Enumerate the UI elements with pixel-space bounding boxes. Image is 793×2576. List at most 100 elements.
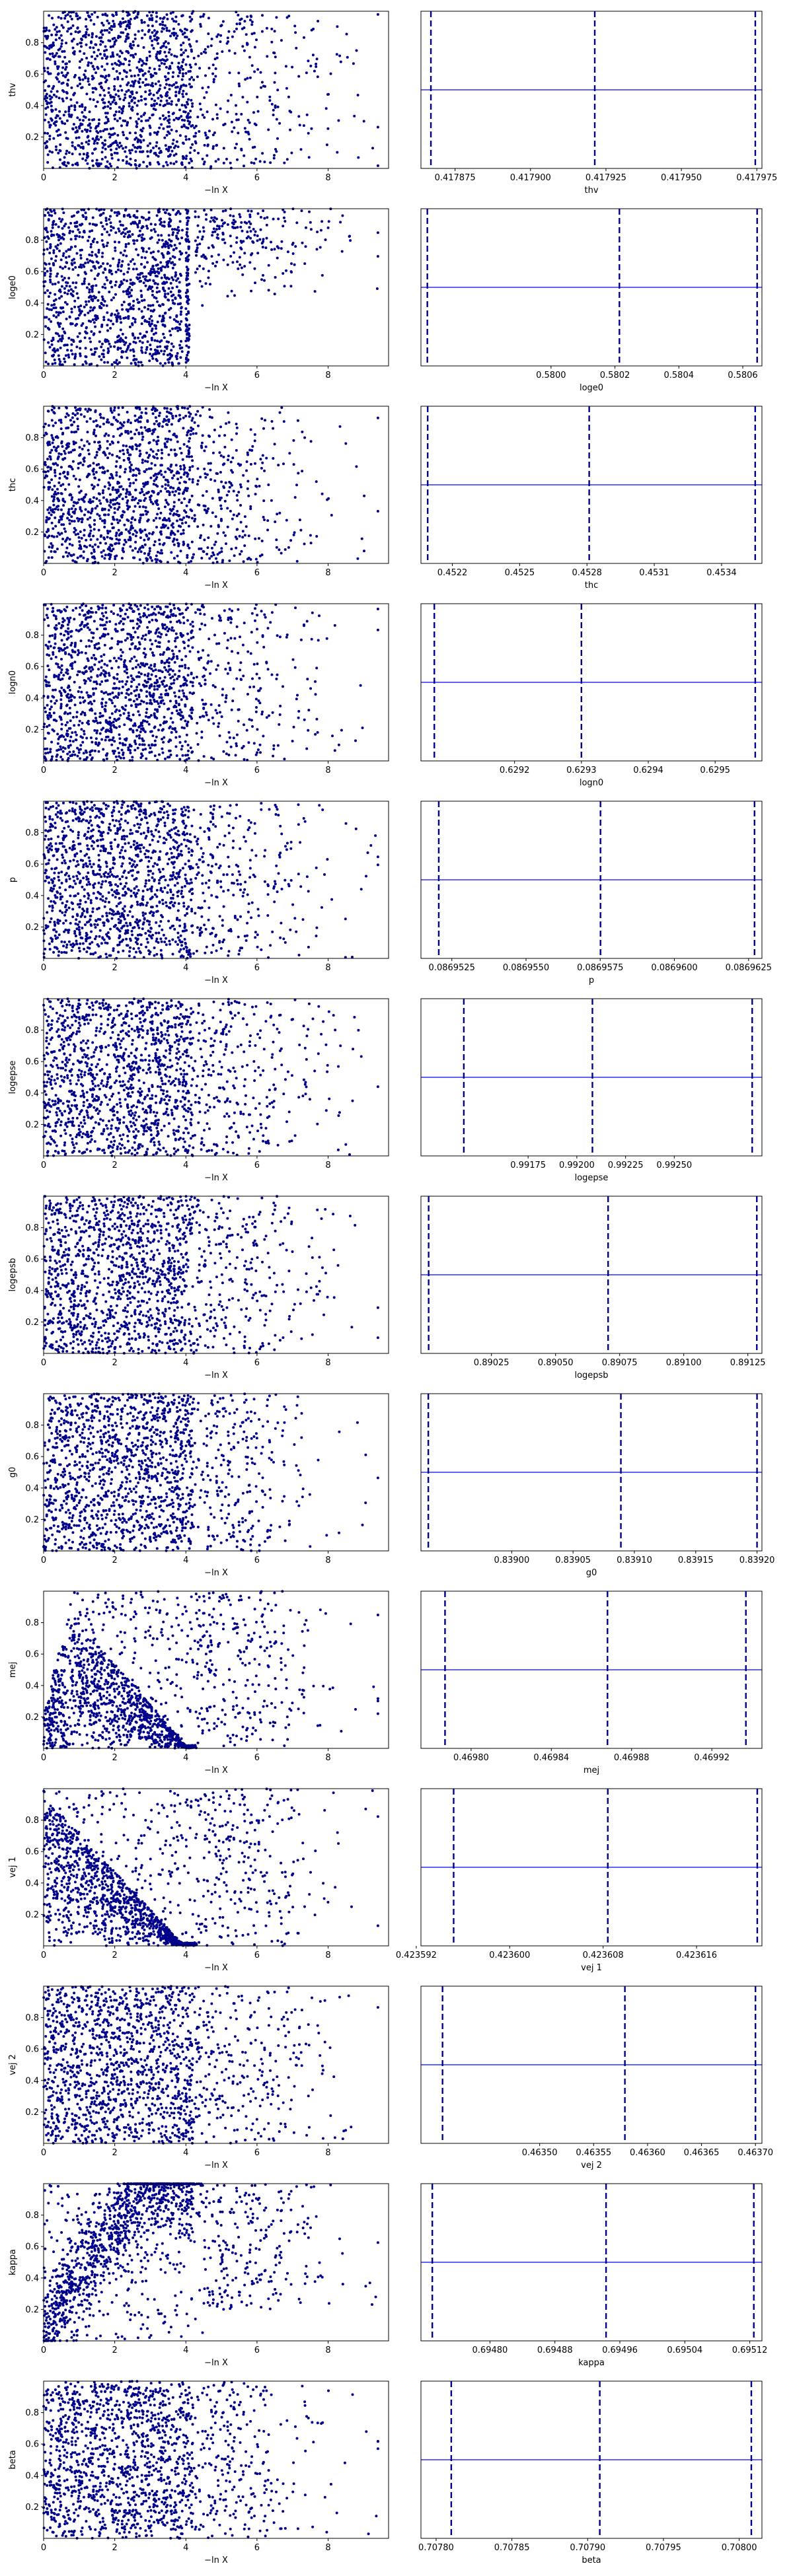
scatter-point <box>63 476 66 478</box>
scatter-point <box>177 362 180 365</box>
scatter-point <box>52 442 54 445</box>
scatter-point <box>191 102 194 105</box>
scatter-point <box>145 63 147 65</box>
scatter-point <box>185 63 188 66</box>
scatter-point <box>157 250 160 253</box>
scatter-point <box>147 155 149 158</box>
scatter-point <box>49 708 52 711</box>
scatter-point <box>70 293 73 295</box>
scatter-point <box>118 413 120 416</box>
scatter-point <box>155 72 157 75</box>
scatter-point <box>148 428 151 431</box>
scatter-point <box>162 420 165 423</box>
scatter-point <box>104 139 106 142</box>
scatter-point <box>149 18 151 21</box>
scatter-point <box>171 299 174 302</box>
scatter-point <box>149 285 151 288</box>
scatter-point <box>259 555 262 557</box>
scatter-point <box>253 32 256 34</box>
scatter-point <box>168 517 170 520</box>
scatter-point <box>175 731 178 733</box>
scatter-point <box>172 264 175 266</box>
scatter-point <box>164 211 167 214</box>
scatter-point <box>140 227 143 229</box>
scatter-point <box>86 152 89 155</box>
scatter-point <box>170 486 172 489</box>
scatter-point <box>213 480 216 482</box>
scatter-point <box>47 341 50 344</box>
scatter-point <box>77 557 79 559</box>
scatter-point <box>253 71 256 73</box>
scatter-point <box>208 435 210 437</box>
scatter-point <box>62 238 65 240</box>
scatter-point <box>101 343 104 345</box>
scatter-point <box>67 511 70 513</box>
scatter-point <box>92 164 94 167</box>
scatter-point <box>71 667 73 670</box>
scatter-point <box>153 104 156 107</box>
scatter-point <box>59 117 61 120</box>
scatter-point <box>254 462 256 465</box>
scatter-point <box>61 279 64 281</box>
scatter-point <box>50 449 53 452</box>
scatter-point <box>128 63 131 66</box>
scatter-point <box>143 499 145 502</box>
scatter-point <box>106 112 109 114</box>
scatter-point <box>67 353 70 356</box>
scatter-point <box>118 534 121 536</box>
scatter-point <box>120 347 122 349</box>
scatter-point <box>176 326 179 329</box>
scatter-point <box>154 744 157 746</box>
scatter-point <box>339 221 342 223</box>
scatter-point <box>147 272 150 275</box>
scatter-point <box>112 55 114 57</box>
scatter-point <box>110 55 112 58</box>
scatter-point <box>119 117 122 120</box>
scatter-point <box>106 440 109 443</box>
scatter-point <box>148 442 151 445</box>
scatter-point <box>87 80 90 83</box>
scatter-point <box>167 111 170 114</box>
scatter-point <box>65 15 67 17</box>
scatter-point <box>236 260 239 263</box>
scatter-point <box>133 415 136 417</box>
scatter-point <box>65 137 68 139</box>
scatter-point <box>64 452 67 455</box>
scatter-point <box>136 104 139 107</box>
scatter-point <box>239 504 242 507</box>
scatter-point <box>189 692 192 694</box>
scatter-point <box>157 264 159 266</box>
scatter-point <box>122 317 125 320</box>
scatter-point <box>102 489 104 492</box>
scatter-point <box>61 275 63 278</box>
scatter-point <box>68 519 71 522</box>
scatter-point <box>47 85 50 88</box>
scatter-point <box>128 454 131 456</box>
scatter-point <box>215 144 217 147</box>
scatter-point <box>114 88 116 90</box>
scatter-point <box>71 153 74 155</box>
scatter-point <box>149 498 152 501</box>
scatter-point <box>170 276 173 279</box>
scatter-point <box>72 281 75 284</box>
scatter-point <box>126 122 129 125</box>
scatter-point <box>155 453 158 456</box>
scatter-point <box>132 526 134 529</box>
scatter-point <box>155 145 157 147</box>
scatter-point <box>178 323 181 326</box>
x-tick-label: 0.417925 <box>585 173 626 183</box>
scatter-point <box>130 657 133 660</box>
scatter-point <box>228 481 231 483</box>
scatter-point <box>312 28 315 30</box>
scatter-point <box>99 130 102 133</box>
scatter-point <box>247 235 250 238</box>
line-x-axis-label: loge0 <box>580 383 603 393</box>
scatter-point <box>46 475 48 478</box>
scatter-point <box>51 110 54 113</box>
scatter-point <box>46 248 49 250</box>
scatter-point <box>164 293 167 295</box>
scatter-point <box>199 414 202 417</box>
scatter-point <box>137 551 139 554</box>
scatter-point <box>297 115 300 118</box>
scatter-point <box>96 483 99 486</box>
